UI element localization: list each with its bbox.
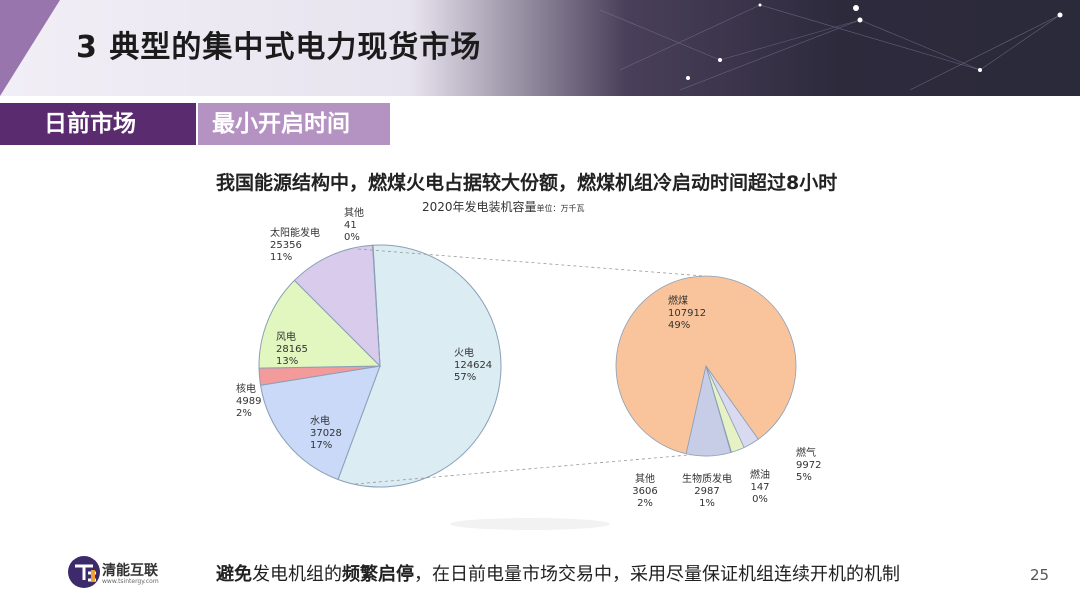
pie-slice-main-5: [372, 244, 381, 367]
connector-top: [357, 248, 705, 277]
tab-bar: 日前市场 最小开启时间: [0, 103, 1080, 145]
chart-unit: 单位：万千瓦: [536, 204, 585, 213]
pie-slice-main-3: [258, 279, 382, 369]
company-logo-icon: [68, 556, 100, 588]
header-accent: [0, 0, 60, 96]
logo-url: www.tsintergy.com: [102, 578, 159, 585]
chart-shadow: [450, 518, 610, 530]
pie-slice-main-0: [337, 244, 502, 488]
pie-label-main-1: 水电 37028 17%: [310, 414, 342, 451]
network-decoration: [599, 3, 1063, 91]
tab-min-startup-time[interactable]: 最小开启时间: [198, 103, 390, 145]
pie-label-sub-1: 燃气 9972 5%: [796, 446, 821, 483]
chart-title-text: 2020年发电装机容量: [422, 200, 537, 214]
pie-label-main-0: 火电 124624 57%: [454, 346, 492, 383]
pie-label-main-4: 太阳能发电 25356 11%: [270, 226, 320, 263]
pie-label-main-3: 风电 28165 13%: [276, 330, 308, 367]
pie-label-sub-0: 燃煤 107912 49%: [668, 294, 706, 331]
chart-title: 2020年发电装机容量单位：万千瓦: [422, 198, 585, 215]
header-band: 3 典型的集中式电力现货市场: [0, 0, 1080, 96]
connector-bottom: [354, 453, 701, 485]
pie-label-main-2: 核电 4989 2%: [236, 382, 261, 419]
pie-slice-main-1: [259, 365, 381, 481]
tab-day-ahead-market[interactable]: 日前市场: [0, 103, 196, 145]
page-number: 25: [1030, 566, 1050, 584]
pie-label-sub-2: 燃油 147 0%: [750, 468, 770, 505]
pie-slice-main-4: [293, 244, 381, 368]
logo-name: 清能互联: [102, 563, 158, 579]
note-bold-2: 频繁启停: [342, 564, 414, 585]
note-bold-1: 避免: [216, 564, 252, 585]
page-title: 3 典型的集中式电力现货市场: [76, 30, 482, 65]
pie-label-sub-4: 其他 3606 2%: [632, 472, 657, 509]
slide-subtitle: 我国能源结构中，燃煤火电占据较大份额，燃煤机组冷启动时间超过8小时: [216, 172, 838, 194]
note-part-2: ，在日前电量市场交易中，采用尽量保证机组连续开机的机制: [414, 564, 900, 585]
pie-label-sub-3: 生物质发电 2987 1%: [682, 472, 732, 509]
note-part-1: 发电机组的: [252, 564, 342, 585]
pie-slice-sub-4: [705, 365, 759, 449]
bottom-note: 避免发电机组的频繁启停，在日前电量市场交易中，采用尽量保证机组连续开机的机制: [216, 560, 900, 586]
pie-label-main-5: 其他 41 0%: [344, 206, 364, 243]
pie-slice-sub-0: [615, 275, 797, 455]
